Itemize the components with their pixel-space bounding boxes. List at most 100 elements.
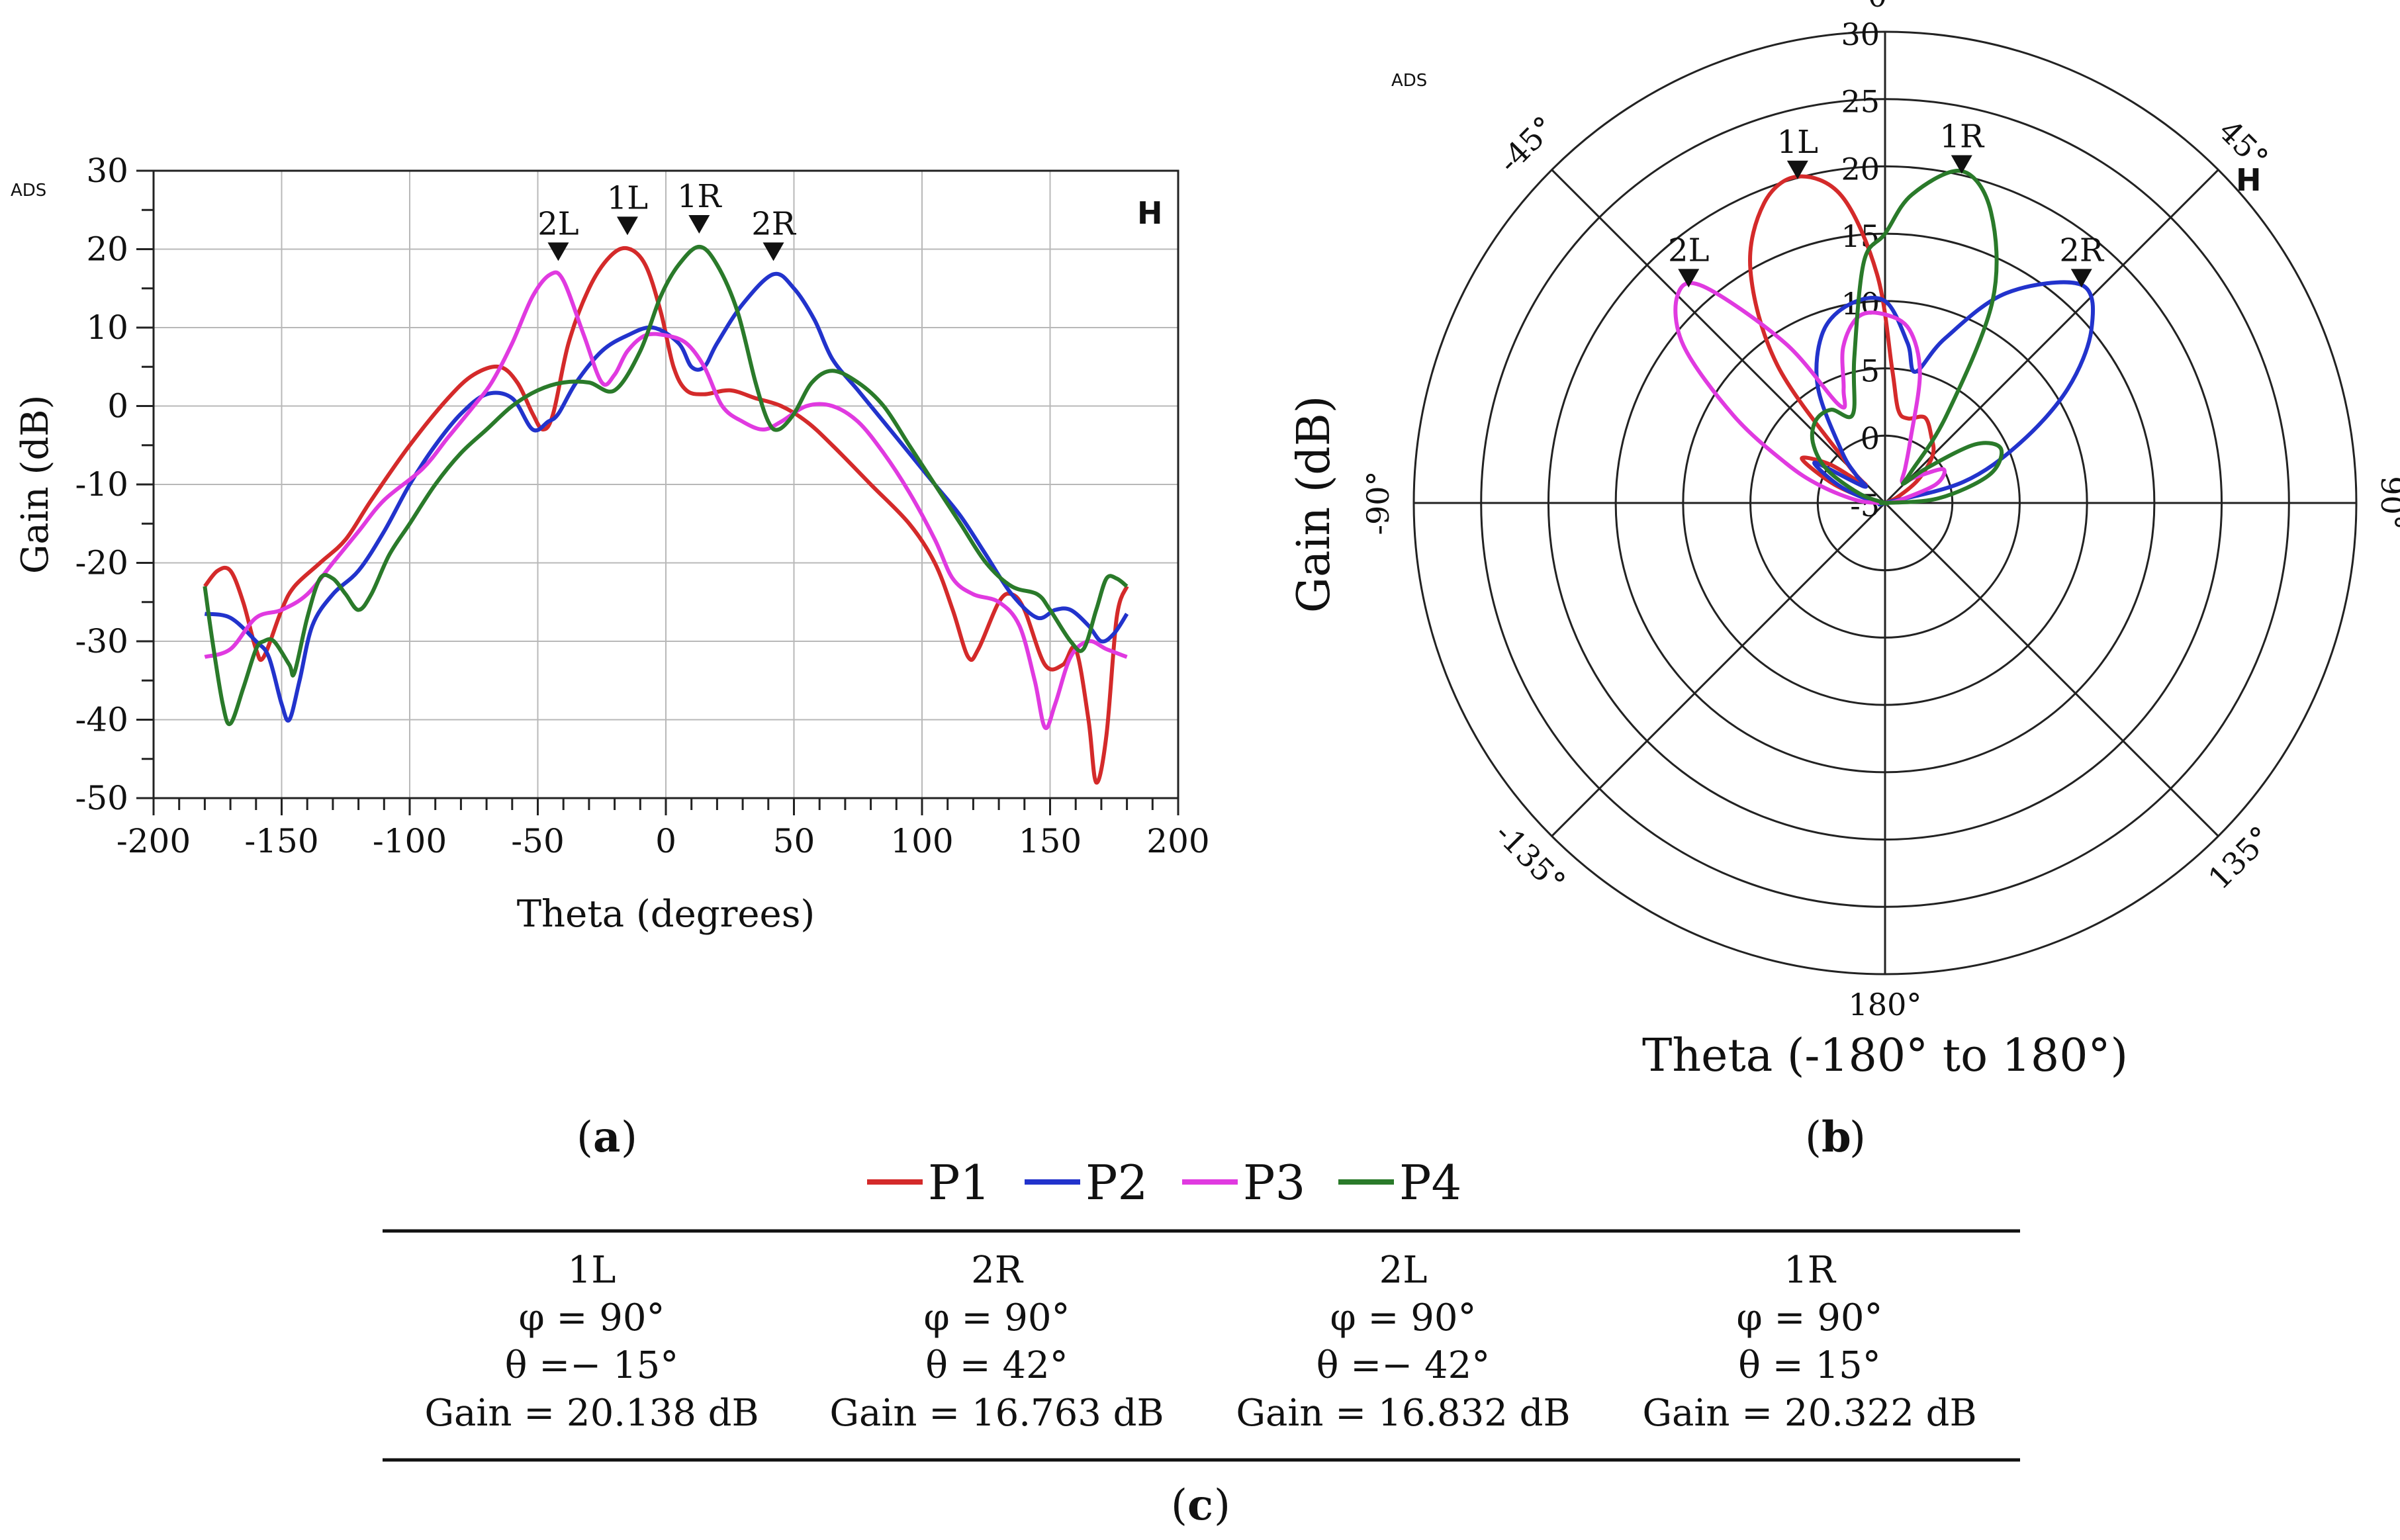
polar-beam-marker-triangle bbox=[1786, 160, 1808, 179]
table-cell-gain: Gain = 16.763 dB bbox=[829, 1392, 1164, 1435]
radial-tick-label: 25 bbox=[1841, 84, 1880, 120]
y-tick-label: 30 bbox=[86, 152, 128, 190]
beam-marker-label: 1L bbox=[607, 179, 648, 216]
x-tick-label: 100 bbox=[890, 822, 953, 860]
beam-marker-triangle bbox=[688, 214, 710, 234]
polar-series-line-p2 bbox=[1812, 280, 2096, 507]
series-line-p3 bbox=[204, 270, 1128, 731]
y-tick-label: 0 bbox=[107, 387, 128, 426]
table-cell-gain: Gain = 16.832 dB bbox=[1236, 1392, 1570, 1435]
svg-text:): ) bbox=[1849, 1113, 1866, 1162]
polar-spoke bbox=[1551, 169, 1886, 504]
svg-text:(: ( bbox=[1805, 1113, 1822, 1162]
table-column-2r: 2Rφ = 90° θ = 42° Gain = 16.763 dB bbox=[829, 1249, 1164, 1435]
polar-series-line-p4 bbox=[1810, 169, 2004, 506]
polar-beam-marker-label: 1L bbox=[1777, 124, 1818, 161]
y-tick-label: -10 bbox=[75, 465, 128, 504]
polar-beam-marker-1r: 1R bbox=[1939, 118, 1985, 174]
polar-spoke bbox=[1884, 502, 2219, 837]
cartesian-ticks: -200 -150 -100 -50 0 50 100 150 200-50-40-30-20-… bbox=[75, 152, 1209, 860]
polar-beam-marker-1l: 1L bbox=[1777, 124, 1818, 179]
cartesian-annotations: 2L 1L 1R 2R bbox=[537, 178, 797, 261]
beam-marker-label: 1R bbox=[677, 178, 723, 215]
angle-tick-label: -90° bbox=[1360, 471, 1396, 535]
beam-marker-triangle bbox=[547, 242, 569, 261]
cartesian-series bbox=[203, 244, 1129, 785]
svg-text:(: ( bbox=[1171, 1481, 1187, 1530]
beam-marker-triangle bbox=[616, 216, 638, 236]
polar-series bbox=[1673, 169, 2096, 507]
ads-tag: ADS bbox=[11, 181, 46, 201]
legend-label: P2 bbox=[1085, 1155, 1148, 1210]
y-tick-label: -20 bbox=[75, 544, 128, 582]
y-tick-label: -30 bbox=[75, 622, 128, 660]
polar-beam-marker-triangle bbox=[1951, 155, 1972, 174]
radial-tick-label: 20 bbox=[1841, 151, 1880, 187]
series-line-p4 bbox=[203, 244, 1129, 727]
polar-annotations: 1L 1R 2L 2R bbox=[1668, 118, 2105, 288]
y-tick-label: -40 bbox=[75, 701, 128, 739]
radial-tick-label: 0 bbox=[1861, 420, 1880, 456]
beam-marker-label: 2R bbox=[751, 205, 797, 242]
polar-x-axis-label: Theta (-180° to 180°) bbox=[1642, 1030, 2128, 1082]
panel-letter-c: c bbox=[1187, 1480, 1213, 1530]
legend-item-p4: P4 bbox=[1338, 1155, 1461, 1210]
polar-beam-marker-2r: 2R bbox=[2059, 232, 2105, 288]
table-cell-phi: φ = 90° bbox=[1330, 1296, 1477, 1339]
x-axis-label: Theta (degrees) bbox=[517, 893, 815, 936]
x-tick-label: -50 bbox=[511, 822, 565, 860]
legend-label: P4 bbox=[1399, 1155, 1461, 1210]
polar-beam-marker-label: 2R bbox=[2059, 232, 2105, 269]
legend-item-p2: P2 bbox=[1025, 1155, 1148, 1210]
angle-tick-label: 0° bbox=[1868, 0, 1902, 14]
y-tick-label: 10 bbox=[86, 308, 128, 347]
table-cell-theta: θ =− 15° bbox=[505, 1344, 678, 1387]
table-cell-theta: θ = 15° bbox=[1738, 1344, 1881, 1387]
svg-text:): ) bbox=[621, 1113, 637, 1162]
panel-letter-b: b bbox=[1822, 1112, 1851, 1162]
polar-series-line-p3 bbox=[1673, 281, 1947, 506]
series-line-p1 bbox=[203, 246, 1129, 785]
radial-tick-label: 5 bbox=[1861, 353, 1880, 389]
y-axis-label: Gain (dB) bbox=[14, 395, 57, 574]
table-cell-beam: 1R bbox=[1784, 1249, 1837, 1292]
polar-spoke bbox=[1884, 169, 2219, 504]
panel-label-a: ( a ) bbox=[577, 1112, 637, 1162]
polar-beam-marker-label: 2L bbox=[1668, 232, 1709, 269]
polar-y-axis-label: Gain (dB) bbox=[1288, 396, 1340, 613]
svg-text:): ) bbox=[1214, 1481, 1230, 1530]
polar-series-line-p1 bbox=[1748, 174, 1936, 506]
table-column-1l: 1Lφ = 90° θ =− 15° Gain = 20.138 dB bbox=[424, 1249, 759, 1435]
x-tick-label: 200 bbox=[1146, 822, 1209, 860]
table-column-2l: 2Lφ = 90° θ =− 42° Gain = 16.832 dB bbox=[1236, 1249, 1570, 1435]
polar-beam-marker-label: 1R bbox=[1939, 118, 1985, 156]
table-cell-theta: θ = 42° bbox=[925, 1344, 1068, 1387]
beam-marker-2l: 2L bbox=[537, 205, 579, 261]
table-cell-phi: φ = 90° bbox=[924, 1296, 1070, 1339]
legend: P1 P2 P3 P4 bbox=[867, 1155, 1461, 1210]
x-tick-label: 50 bbox=[773, 822, 815, 860]
polar-ads-tag: ADS bbox=[1391, 71, 1427, 91]
polar-beam-marker-triangle bbox=[2070, 269, 2092, 288]
radial-tick-label: 30 bbox=[1841, 17, 1880, 52]
legend-item-p1: P1 bbox=[867, 1155, 990, 1210]
x-tick-label: 0 bbox=[655, 822, 676, 860]
panel-letter-a: a bbox=[593, 1112, 620, 1162]
x-tick-label: -100 bbox=[373, 822, 447, 860]
x-tick-label: 150 bbox=[1019, 822, 1082, 860]
legend-item-p3: P3 bbox=[1182, 1155, 1305, 1210]
x-tick-label: -150 bbox=[244, 822, 318, 860]
legend-label: P3 bbox=[1243, 1155, 1305, 1210]
beam-marker-2r: 2R bbox=[751, 205, 797, 261]
table-cell-phi: φ = 90° bbox=[1737, 1296, 1883, 1339]
angle-tick-label: 90° bbox=[2374, 476, 2400, 530]
legend-label: P1 bbox=[928, 1155, 990, 1210]
beam-marker-1l: 1L bbox=[607, 179, 648, 236]
table-cell-gain: Gain = 20.322 dB bbox=[1642, 1392, 1976, 1435]
table-cell-phi: φ = 90° bbox=[519, 1296, 665, 1339]
polar-gridlines bbox=[1412, 30, 2358, 975]
